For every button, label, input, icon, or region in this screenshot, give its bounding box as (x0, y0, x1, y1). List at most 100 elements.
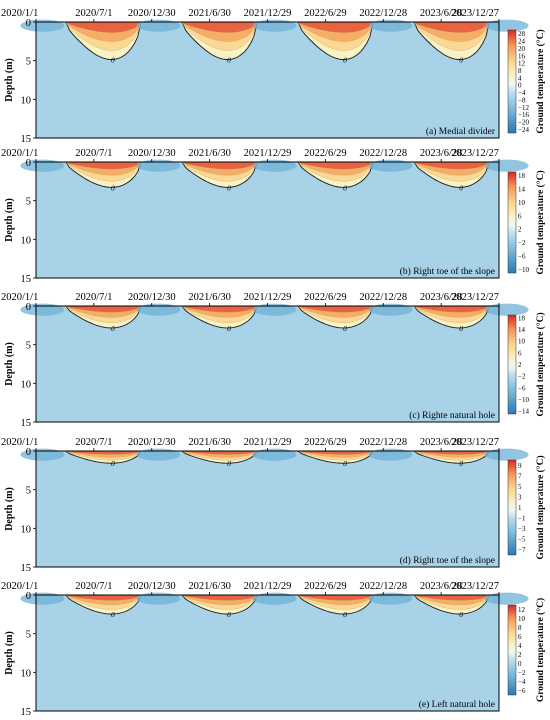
x-tick-label: 2021/6/30 (188, 581, 231, 592)
warm-contour-layer (414, 305, 490, 313)
zero-contour-label: 0 (459, 183, 463, 192)
colorbar (507, 459, 517, 556)
zero-contour-label: 0 (459, 610, 463, 619)
y-tick-label: 0 (26, 591, 31, 602)
colorbar-tick-label: 2 (518, 361, 522, 369)
colorbar-tick-label: −1 (518, 515, 526, 523)
colorbar-tick-label: −8 (518, 96, 526, 104)
x-tick-label: 2020/1/1 (1, 581, 38, 592)
x-tick-label: 2023/12/27 (451, 8, 499, 19)
colorbar-tick-label: −3 (518, 525, 526, 533)
winter-cold-patch (484, 159, 529, 172)
colorbar-tick-label: −2 (518, 239, 526, 247)
colorbar-tick-label: −7 (518, 546, 526, 554)
zero-contour-label: 0 (459, 324, 463, 333)
warm-contour-layer (298, 161, 374, 170)
colorbar-tick-label: 6 (518, 212, 522, 220)
x-tick-label: 2020/1/1 (1, 437, 38, 448)
x-tick-label: 2020/7/1 (75, 8, 112, 19)
x-tick-label: 2022/6/29 (304, 437, 347, 448)
warm-contour-layer (65, 21, 142, 33)
x-tick-label: 2020/12/30 (128, 8, 176, 19)
colorbar-tick-label: −4 (518, 89, 526, 97)
warm-contour-layer (182, 161, 258, 170)
colorbar-tick-label: 4 (518, 642, 522, 650)
colorbar (507, 171, 517, 274)
zero-contour-label: 0 (111, 56, 115, 65)
colorbar-tick-label: 1 (518, 504, 522, 512)
colorbar-tick-label: 2 (518, 651, 522, 659)
x-tick-label: 2022/6/29 (304, 148, 347, 159)
x-tick-label: 2021/12/29 (244, 581, 292, 592)
winter-cold-patch (368, 159, 413, 172)
colorbar-tick-label: 4 (518, 74, 522, 82)
x-tick-label: 2022/12/28 (359, 148, 407, 159)
y-tick-label: 0 (26, 158, 31, 169)
y-tick-label: 15 (21, 134, 32, 145)
winter-cold-patch (252, 19, 297, 32)
x-tick-label: 2020/1/1 (1, 148, 38, 159)
x-tick-label: 2021/12/29 (244, 437, 292, 448)
y-tick-label: 10 (21, 668, 32, 679)
winter-cold-patch (136, 448, 181, 461)
x-tick-label: 2020/12/30 (128, 292, 176, 303)
winter-cold-patch (20, 448, 65, 461)
x-tick-label: 2023/6/28 (420, 292, 463, 303)
x-tick-label: 2020/7/1 (75, 292, 112, 303)
x-tick-label: 2022/12/28 (359, 437, 407, 448)
winter-cold-patch (20, 159, 65, 172)
y-tick-label: 15 (21, 418, 32, 429)
y-axis-label: Depth (m) (4, 58, 15, 102)
y-tick-label: 5 (26, 197, 31, 208)
y-tick-label: 15 (21, 707, 32, 718)
x-tick-label: 2021/6/30 (188, 437, 231, 448)
colorbar-tick-label: 6 (518, 633, 522, 641)
colorbar-tick-label: −16 (518, 111, 529, 119)
colorbar-tick-label: −6 (518, 687, 526, 695)
colorbar-tick-label: −6 (518, 384, 526, 392)
x-tick-label: 2021/12/29 (244, 148, 292, 159)
x-tick-label: 2023/12/27 (451, 437, 499, 448)
winter-cold-patch (136, 159, 181, 172)
panel-c: 0 0 0 0 (c) Righte natural hole 2020/1/1 2020/… (1, 292, 546, 429)
x-tick-label: 2022/6/29 (304, 292, 347, 303)
colorbar-tick-label: −10 (518, 266, 529, 274)
x-tick-label: 2023/12/27 (451, 148, 499, 159)
winter-cold-patch (368, 303, 413, 316)
warm-contour-layer (182, 594, 258, 601)
colorbar-tick-label: 20 (518, 45, 526, 53)
y-tick-label: 10 (21, 379, 32, 390)
colorbar-label: Ground temperature (°C) (535, 312, 546, 416)
colorbar-tick-label: 0 (518, 82, 522, 90)
x-tick-label: 2023/12/27 (451, 581, 499, 592)
winter-cold-patch (484, 592, 529, 605)
colorbar-tick-label: −12 (518, 104, 529, 112)
x-tick-label: 2020/7/1 (75, 437, 112, 448)
y-tick-label: 10 (21, 95, 32, 106)
colorbar (507, 604, 517, 696)
winter-cold-patch (136, 19, 181, 32)
winter-cold-patch (368, 592, 413, 605)
zero-contour-label: 0 (227, 610, 231, 619)
colorbar-label: Ground temperature (°C) (535, 598, 546, 702)
colorbar (507, 314, 517, 415)
y-axis-label: Depth (m) (4, 487, 15, 531)
colorbar-tick-label: −2 (518, 669, 526, 677)
x-tick-label: 2020/7/1 (75, 148, 112, 159)
colorbar-tick-label: −4 (518, 678, 526, 686)
y-tick-label: 5 (26, 57, 31, 68)
colorbar-tick-label: 24 (518, 38, 526, 46)
colorbar-tick-label: −5 (518, 536, 526, 544)
warm-contour-layer (181, 21, 258, 33)
x-tick-label: 2020/7/1 (75, 581, 112, 592)
colorbar-tick-label: −20 (518, 118, 529, 126)
x-tick-label: 2023/6/28 (420, 581, 463, 592)
colorbar-tick-label: 10 (518, 338, 526, 346)
x-tick-label: 2020/1/1 (1, 8, 38, 19)
winter-cold-patch (368, 19, 413, 32)
y-axis-label: Depth (m) (4, 631, 15, 675)
zero-contour-label: 0 (227, 459, 231, 468)
x-tick-label: 2021/12/29 (244, 292, 292, 303)
plot-background (36, 451, 499, 567)
winter-cold-patch (368, 448, 413, 461)
